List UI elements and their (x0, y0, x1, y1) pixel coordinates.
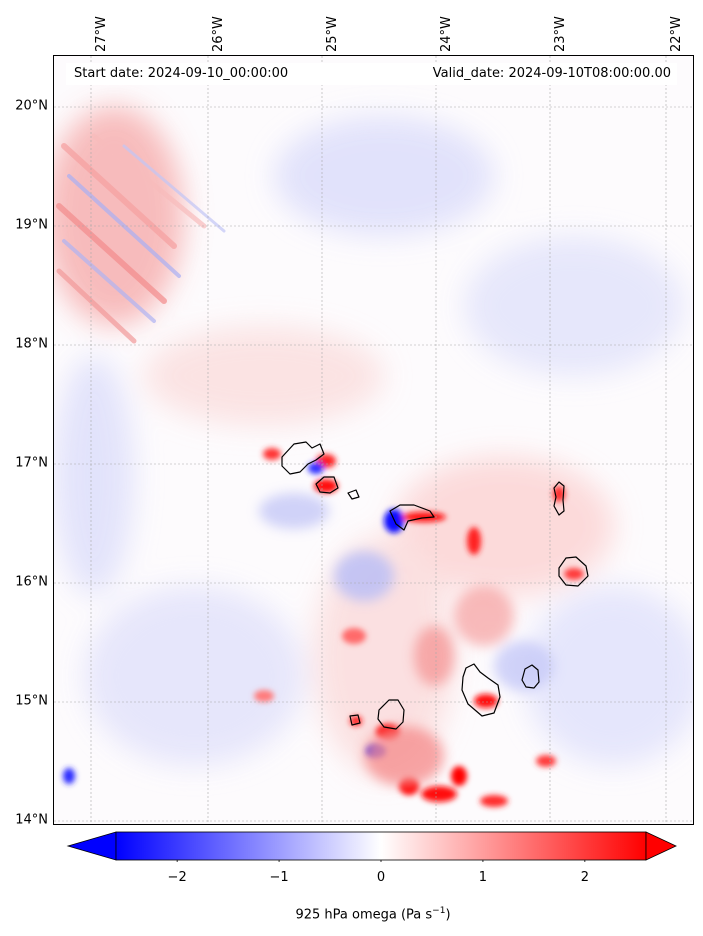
island-coastline (349, 714, 361, 726)
map-panel (53, 55, 694, 825)
colorbar (66, 831, 677, 862)
latitude-tick-label: 14°N (15, 812, 48, 828)
island-coastline (461, 663, 501, 717)
longitude-tick-label: 25°W (325, 16, 340, 52)
longitude-tick-label: 26°W (211, 16, 226, 52)
latitude-tick-label: 16°N (15, 574, 48, 590)
colorbar-label: 925 hPa omega (Pa s−1) (295, 906, 451, 923)
omega-field-map (54, 56, 693, 824)
island-coastline (521, 664, 540, 689)
colorbar-tick-label: 1 (478, 870, 488, 885)
valid-date-label: Valid_date: 2024-09-10T08:00:00.00 (432, 66, 671, 81)
info-box (66, 63, 677, 85)
longitude-tick-label: 24°W (439, 16, 454, 52)
colorbar-tick-label: 0 (376, 870, 386, 885)
island-coastline (377, 699, 405, 730)
longitude-tick-label: 27°W (94, 16, 109, 52)
latitude-tick-label: 18°N (15, 336, 48, 352)
island-coastline (553, 481, 565, 516)
colorbar-tick-label: −2 (167, 870, 187, 885)
latitude-tick-label: 17°N (15, 455, 48, 471)
latitude-tick-label: 20°N (15, 98, 48, 114)
island-coastline (315, 476, 339, 494)
start-date-label: Start date: 2024-09-10_00:00:00 (74, 66, 289, 81)
latitude-tick-label: 19°N (15, 217, 48, 233)
latitude-tick-label: 15°N (15, 693, 48, 709)
colorbar-body (115, 831, 647, 861)
island-coastline (347, 489, 360, 500)
island-coastline (558, 556, 589, 587)
island-coastline (281, 441, 325, 475)
colorbar-tick-label: −1 (269, 870, 289, 885)
colorbar-extend-high (645, 831, 677, 861)
longitude-tick-label: 22°W (669, 16, 684, 52)
island-coastline (389, 504, 435, 531)
longitude-tick-label: 23°W (553, 16, 568, 52)
colorbar-tick-label: 2 (580, 870, 589, 885)
colorbar-extend-low (66, 831, 117, 861)
